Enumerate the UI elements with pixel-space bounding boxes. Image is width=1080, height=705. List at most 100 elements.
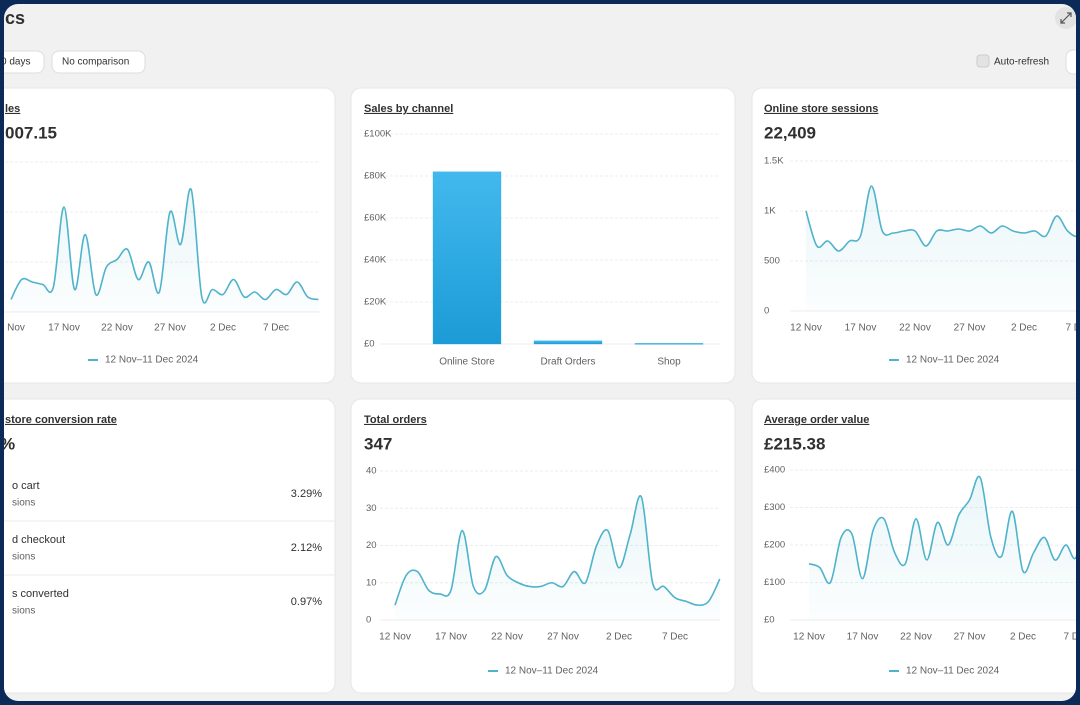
card-title: Total orders: [364, 414, 427, 426]
x-tick-label: 27 Nov: [154, 323, 186, 334]
y-tick-label: £400: [764, 465, 785, 476]
y-tick-label: £60K: [364, 213, 387, 224]
y-tick-label: £100K: [364, 129, 392, 140]
card-value: %: [0, 434, 15, 453]
line-area: [395, 495, 720, 620]
legend-label: 12 Nov–11 Dec 2024: [906, 355, 1000, 366]
card-background: [4, 398, 336, 694]
legend-label: 12 Nov–11 Dec 2024: [105, 355, 199, 366]
y-tick-label: £80K: [364, 171, 387, 182]
card: store conversion rate% o cart sions 3.29% d …: [0, 398, 336, 694]
line: [808, 475, 1076, 585]
x-tick-label: 2 Dec: [1010, 632, 1036, 643]
x-tick-label: 22 Nov: [900, 632, 932, 643]
legend-label: 12 Nov–11 Dec 2024: [906, 666, 1000, 677]
x-tick-label: 27 Nov: [547, 632, 579, 643]
line: [394, 495, 721, 606]
y-tick-label: 40: [366, 466, 377, 477]
y-tick-label: £0: [764, 615, 775, 626]
row-value: 0.97%: [291, 596, 322, 608]
card: les 007.15 Nov 17 Nov 22 Nov 27 Nov 2 Dec 7 Dec…: [4, 87, 336, 384]
card-title: les: [5, 103, 20, 115]
x-tick-label: 22 Nov: [899, 323, 931, 334]
page-title: cs: [5, 8, 25, 28]
bar: [432, 171, 502, 345]
x-tick-label: 2 Dec: [1011, 323, 1037, 334]
row-value: 2.12%: [291, 542, 322, 554]
line-area: [11, 188, 319, 312]
card: Sales by channel £0 £20K £40K £60K £80K £100K O…: [350, 87, 736, 384]
line-area: [809, 476, 1076, 620]
row-label: o cart: [12, 480, 40, 492]
comparison-button[interactable]: [51, 50, 146, 74]
row-sub: sions: [12, 552, 35, 563]
x-tick-label: 12 Nov: [790, 323, 822, 334]
y-tick-label: £300: [764, 502, 785, 513]
card-title: Sales by channel: [364, 103, 453, 115]
card-value: 22,409: [764, 123, 816, 142]
y-tick-label: 30: [366, 503, 377, 514]
app: cs 0 days No comparison Auto-refresh les…: [0, 4, 1080, 701]
x-tick-label: Shop: [657, 357, 681, 368]
row-sub: sions: [12, 498, 35, 509]
line: [10, 188, 319, 304]
x-tick-label: 12 Nov: [793, 632, 825, 643]
x-tick-label: 22 Nov: [101, 323, 133, 334]
line: [805, 185, 1076, 263]
x-tick-label: 27 Nov: [954, 632, 986, 643]
row-label: d checkout: [12, 534, 65, 546]
y-tick-label: 0: [366, 615, 371, 626]
card-background: [350, 87, 736, 384]
x-tick-label: 22 Nov: [491, 632, 523, 643]
y-tick-label: 0: [764, 306, 769, 317]
x-tick-label: Nov: [7, 323, 25, 334]
x-tick-label: 17 Nov: [847, 632, 879, 643]
x-tick-label: 2 Dec: [210, 323, 236, 334]
row-value: 3.29%: [291, 488, 322, 500]
date-button-label: 0 days: [1, 57, 30, 68]
checkbox[interactable]: [976, 54, 990, 68]
x-tick-label: 7 Dec: [1065, 323, 1080, 334]
card-title: store conversion rate: [5, 414, 117, 426]
auto-refresh-label: Auto-refresh: [994, 57, 1049, 68]
card-value: 347: [364, 434, 392, 453]
line-area: [806, 185, 1076, 311]
expand-icon: [1060, 12, 1072, 24]
comparison-button-label: No comparison: [62, 57, 129, 68]
y-tick-label: 1K: [764, 206, 776, 217]
row-sub: sions: [12, 606, 35, 617]
card-title: Online store sessions: [764, 103, 878, 115]
card-value: 007.15: [5, 123, 57, 142]
x-tick-label: 2 Dec: [606, 632, 632, 643]
card-title: Average order value: [764, 414, 869, 426]
y-tick-label: £20K: [364, 297, 387, 308]
y-tick-label: £40K: [364, 255, 387, 266]
x-tick-label: Draft Orders: [540, 357, 595, 368]
bar: [533, 340, 603, 345]
y-tick-label: £100: [764, 577, 785, 588]
card: Total orders 347 0 10 20 30 40 12 Nov 17 Nov 22 N…: [350, 398, 736, 694]
x-tick-label: 7 Dec: [662, 632, 688, 643]
date-button[interactable]: [0, 50, 45, 74]
card-value: £215.38: [764, 434, 825, 453]
y-tick-label: 20: [366, 540, 377, 551]
y-tick-label: 1.5K: [764, 156, 784, 167]
x-tick-label: 7 Dec: [1063, 632, 1080, 643]
y-tick-label: 10: [366, 577, 377, 588]
card: Online store sessions 22,409 0 500 1K 1.5K 12 …: [751, 87, 1080, 384]
row-label: s converted: [12, 588, 69, 600]
x-tick-label: 27 Nov: [954, 323, 986, 334]
y-tick-label: 500: [764, 256, 780, 267]
button[interactable]: [1065, 49, 1080, 75]
x-tick-label: 17 Nov: [845, 323, 877, 334]
y-tick-label: £200: [764, 540, 785, 551]
x-tick-label: 7 Dec: [263, 323, 289, 334]
y-tick-label: £0: [364, 339, 375, 350]
x-tick-label: Online Store: [439, 357, 495, 368]
card: Average order value £215.38 £0 £100 £200 £300…: [751, 398, 1080, 694]
legend-label: 12 Nov–11 Dec 2024: [505, 666, 599, 677]
x-tick-label: 17 Nov: [435, 632, 467, 643]
x-tick-label: 17 Nov: [48, 323, 80, 334]
x-tick-label: 12 Nov: [379, 632, 411, 643]
